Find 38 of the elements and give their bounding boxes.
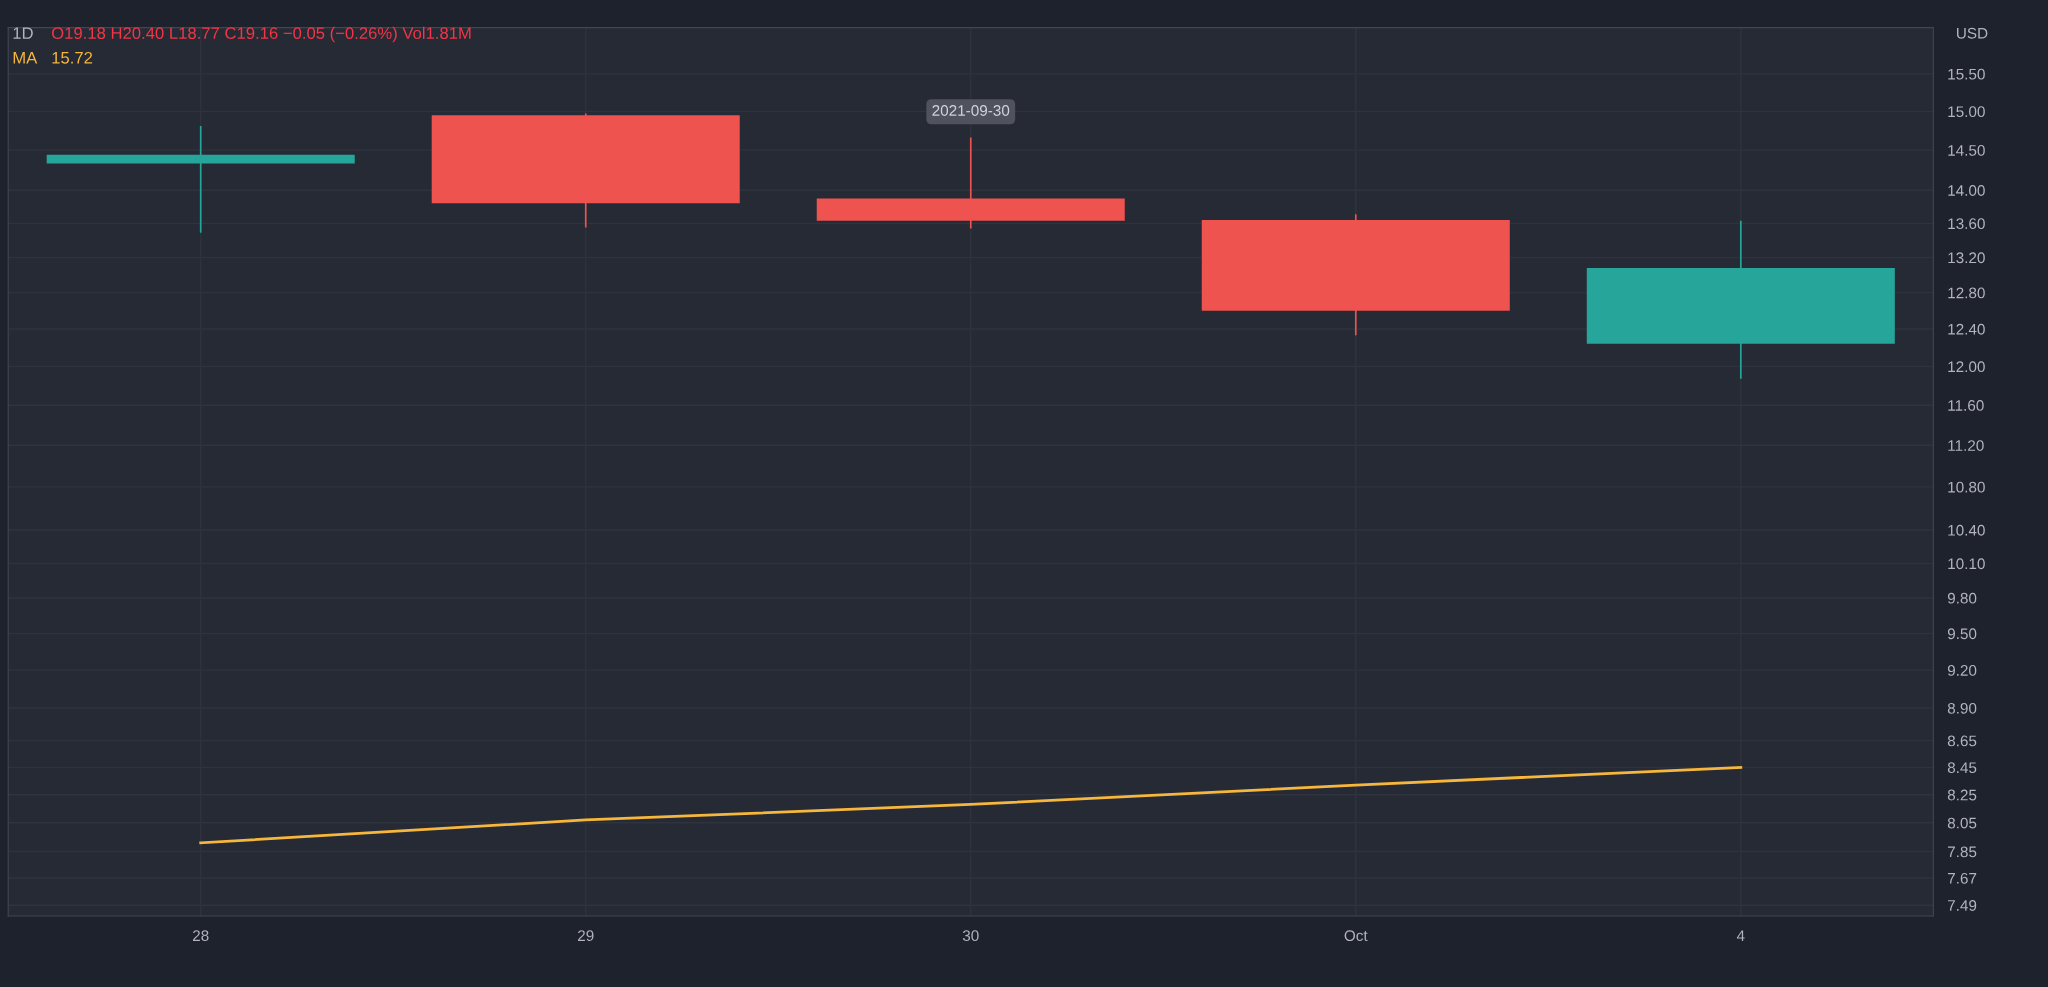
y-tick-label: 8.05 (1947, 817, 1977, 829)
y-tick-label: 8.45 (1947, 762, 1977, 774)
y-tick-label: 8.25 (1947, 789, 1977, 801)
y-tick-label: 10.10 (1948, 558, 1985, 570)
annotation: 2021-09-30 (932, 105, 1010, 116)
x-tick-label: 30 (962, 930, 979, 942)
y-tick-label: 14.00 (1948, 185, 1985, 196)
y-tick-label: 15.00 (1948, 106, 1985, 118)
y-tick-label: 9.20 (1947, 665, 1977, 676)
y-tick-label: 11.20 (1948, 440, 1984, 451)
y-tick-label: 7.49 (1947, 900, 1977, 911)
x-tick-label: 29 (578, 930, 594, 942)
y-tick-label: 13.20 (1948, 252, 1985, 264)
y-tick-label: 8.90 (1947, 702, 1977, 714)
chart-title: 1D (13, 27, 33, 39)
y-tick-label: 10.80 (1948, 481, 1985, 493)
line-series (199, 765, 1743, 845)
y-tick-label: 7.85 (1947, 846, 1977, 858)
text: MA (13, 52, 38, 64)
y-axis-title: USD (1957, 27, 1988, 39)
y-tick-label: 12.80 (1948, 287, 1985, 299)
y-tick-label: 10.40 (1948, 524, 1985, 536)
y-tick-label: 13.60 (1948, 218, 1985, 230)
y-tick-label: 14.50 (1948, 144, 1985, 156)
annotation: 15.72 (52, 51, 93, 64)
y-tick-label: 12.40 (1948, 323, 1985, 335)
candlestick (46, 125, 355, 233)
y-tick-label: 9.50 (1947, 628, 1977, 640)
y-tick-label: 15.50 (1948, 68, 1985, 80)
x-tick-label: 28 (192, 930, 209, 942)
x-tick-label: Oct (1344, 930, 1368, 942)
y-tick-label: 12.00 (1948, 361, 1985, 373)
y-tick-label: 8.65 (1947, 735, 1977, 747)
y-tick-label: 9.80 (1947, 592, 1977, 604)
y-tick-label: 11.60 (1948, 400, 1984, 411)
x-tick-label: 4 (1736, 930, 1745, 941)
annotation: O19.18 H20.40 L18.77 C19.16 −0.05 (−0.26%) Vol1.81M (51, 26, 471, 43)
y-tick-label: 7.67 (1947, 872, 1977, 884)
